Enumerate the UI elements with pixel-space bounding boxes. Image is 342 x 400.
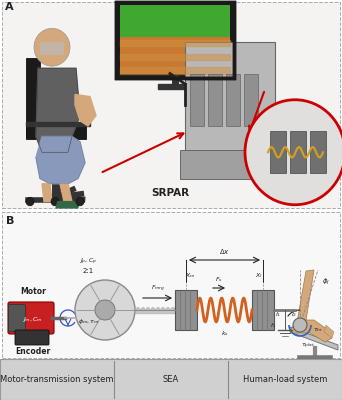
Text: Encoder: Encoder [15, 347, 51, 356]
Text: Human-load system: Human-load system [243, 375, 327, 384]
Text: $\phi_l$: $\phi_l$ [322, 277, 330, 287]
FancyBboxPatch shape [8, 302, 54, 334]
Circle shape [245, 100, 342, 205]
Text: $X_m$: $X_m$ [185, 271, 195, 280]
Circle shape [34, 28, 70, 66]
FancyBboxPatch shape [9, 304, 26, 332]
FancyBboxPatch shape [15, 330, 49, 345]
Circle shape [95, 300, 115, 320]
Text: Motor-transmission system: Motor-transmission system [0, 375, 114, 384]
Text: SEA: SEA [163, 375, 179, 384]
Bar [120, 5, 230, 37]
Text: $l_1$: $l_1$ [275, 310, 281, 320]
Bar [116, 2, 234, 78]
Bar [120, 5, 230, 74]
Circle shape [76, 197, 84, 206]
Polygon shape [324, 325, 334, 338]
Bar [190, 74, 204, 126]
Bar [120, 5, 230, 37]
Polygon shape [296, 270, 314, 328]
Bar [116, 2, 234, 78]
Bar [290, 131, 306, 173]
Text: $\phi_m,\tau_m$: $\phi_m,\tau_m$ [78, 318, 100, 326]
Circle shape [51, 197, 59, 206]
Text: Motor: Motor [20, 287, 46, 296]
Text: $\tau_{hr}$: $\tau_{hr}$ [313, 326, 324, 334]
Bar [185, 42, 275, 152]
Polygon shape [158, 84, 192, 89]
Text: $F_s$: $F_s$ [215, 275, 223, 284]
Text: $\tau_{plat}$: $\tau_{plat}$ [301, 341, 315, 350]
Text: A: A [5, 2, 14, 12]
Text: 2:1: 2:1 [82, 268, 94, 274]
Bar [208, 74, 222, 126]
Bar [116, 2, 234, 78]
Bar [252, 290, 274, 330]
Polygon shape [75, 94, 96, 126]
Bar [244, 74, 258, 126]
Polygon shape [60, 184, 72, 202]
Polygon shape [36, 136, 85, 184]
Bar [270, 131, 286, 173]
Polygon shape [36, 68, 80, 152]
Text: $J_m,C_m$: $J_m,C_m$ [22, 316, 42, 324]
Polygon shape [120, 67, 230, 74]
Polygon shape [120, 54, 230, 60]
Polygon shape [56, 202, 78, 208]
Text: $X_l$: $X_l$ [255, 271, 263, 280]
Text: $\Delta x$: $\Delta x$ [219, 247, 230, 256]
Bar [120, 5, 230, 74]
Bar [180, 150, 280, 178]
Bar [226, 74, 240, 126]
Polygon shape [290, 327, 338, 350]
Text: $h$: $h$ [271, 321, 276, 329]
Bar [310, 131, 326, 173]
Bar [26, 58, 40, 136]
Polygon shape [291, 320, 332, 342]
Circle shape [26, 197, 34, 206]
Circle shape [75, 280, 135, 340]
Polygon shape [42, 184, 52, 202]
Text: $l_2$: $l_2$ [291, 310, 297, 320]
Bar [26, 122, 86, 139]
Bar [40, 42, 64, 55]
Text: B: B [6, 216, 14, 226]
Polygon shape [26, 122, 90, 126]
Text: SRPAR: SRPAR [151, 188, 189, 198]
Circle shape [293, 318, 307, 332]
Polygon shape [120, 40, 230, 46]
Bar [175, 290, 197, 330]
Text: $k_s$: $k_s$ [221, 329, 229, 338]
Text: $J_p,C_p$: $J_p,C_p$ [79, 257, 97, 267]
Text: SEA: SEA [284, 196, 306, 206]
Text: $F_{mrg}$: $F_{mrg}$ [151, 284, 165, 294]
